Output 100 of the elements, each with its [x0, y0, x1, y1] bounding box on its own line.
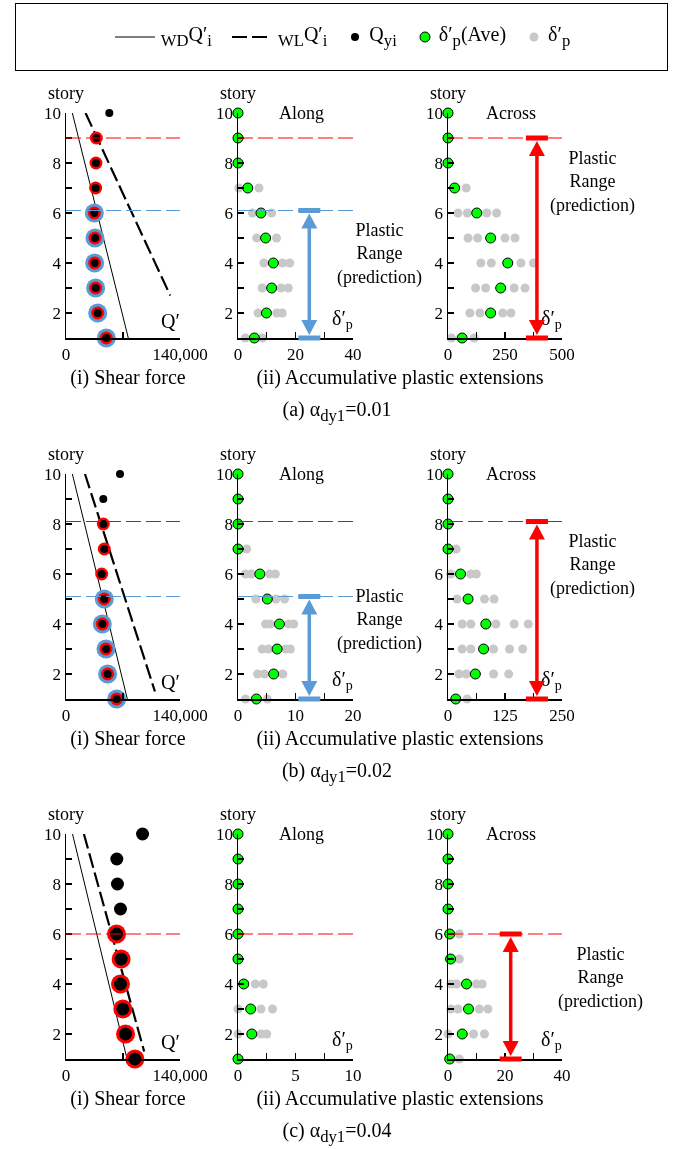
text: (ii) Accumulative plastic extensions [256, 366, 544, 389]
text: (ii) Accumulative plastic extensions [256, 727, 544, 750]
x-tick-label: 125 [492, 705, 518, 725]
y-tick-label: 4 [224, 253, 234, 273]
y-tick-label: 2 [52, 303, 62, 323]
text: (i) Shear force [70, 727, 186, 750]
y-tick-label: 6 [224, 203, 234, 223]
y-axis-title: story [48, 444, 84, 464]
x-tick-label: 20 [287, 344, 304, 364]
x-tick-label: 20 [496, 1065, 514, 1085]
y-tick-label: 6 [434, 564, 444, 584]
y-axis-title: story [48, 804, 84, 824]
y-tick-label: 10 [44, 103, 62, 123]
y-tick-label: 2 [224, 664, 234, 684]
y-tick-label: 2 [434, 664, 444, 684]
x-tick-label: 140,000 [152, 344, 208, 364]
y-tick-label: 4 [52, 253, 62, 273]
y-tick-label: 4 [434, 614, 444, 634]
y-tick-label: 8 [434, 153, 444, 173]
x-tick-label: 5 [291, 1065, 300, 1085]
y-tick-label: 8 [434, 874, 444, 894]
x-tick-label: 10 [287, 705, 304, 725]
y-axis-title: story [430, 83, 466, 103]
chart-title: Across [486, 103, 536, 123]
ref-line-label: Plastic Range (prediction) [558, 944, 643, 1012]
y-tick-label: 8 [52, 514, 62, 534]
x-tick-label: 250 [492, 344, 518, 364]
x-axis-title: δ′$_{p}$ [332, 1028, 353, 1054]
x-tick-label: 500 [549, 344, 575, 364]
x-tick-label: 0 [61, 705, 71, 725]
y-tick-label: 10 [216, 464, 234, 484]
chart-title: Along [279, 464, 324, 484]
text: (a) α$_{dy1}$=0.01 [282, 398, 392, 426]
y-axis-title: story [220, 804, 256, 824]
y-axis-title: story [430, 444, 466, 464]
y-tick-label: 4 [52, 614, 62, 634]
y-tick-label: 6 [52, 203, 62, 223]
x-tick-label: 0 [233, 1065, 243, 1085]
y-tick-label: 6 [224, 564, 234, 584]
legend-label: Plastic Range (prediction) [550, 148, 635, 216]
y-tick-label: 10 [426, 464, 444, 484]
x-tick-label: 40 [553, 1065, 571, 1085]
y-tick-label: 8 [224, 153, 234, 173]
x-axis-title: Q′ [161, 1031, 180, 1053]
legend-label: $_{WL}$Q′$_{i}$ [277, 23, 328, 51]
y-tick-label: 10 [426, 103, 444, 123]
text: (c) α$_{dy1}$=0.04 [282, 1119, 392, 1147]
chart-title: Across [486, 464, 536, 484]
x-tick-label: 40 [344, 344, 362, 364]
x-tick-label: 0 [233, 344, 243, 364]
legend-label: Plastic Range (prediction) [337, 220, 422, 288]
y-tick-label: 10 [216, 103, 234, 123]
text: (ii) Accumulative plastic extensions [256, 1087, 544, 1110]
y-axis-title: story [220, 444, 256, 464]
x-tick-label: 0 [61, 344, 71, 364]
y-tick-label: 2 [224, 303, 234, 323]
y-axis-title: story [430, 804, 466, 824]
x-axis-title: δ′$_{p}$ [332, 307, 353, 333]
y-tick-label: 10 [426, 824, 444, 844]
x-tick-label: 0 [233, 705, 243, 725]
y-tick-label: 2 [52, 1024, 62, 1044]
text: (i) Shear force [70, 366, 186, 389]
x-tick-label: 0 [443, 705, 453, 725]
chart-title: Along [279, 103, 324, 123]
legend-label: Q$_{yi}$ [369, 23, 397, 51]
y-tick-label: 6 [434, 924, 444, 944]
x-tick-label: 0 [443, 1065, 453, 1085]
y-tick-label: 8 [52, 153, 62, 173]
y-tick-label: 10 [216, 824, 234, 844]
y-tick-label: 4 [434, 974, 444, 994]
x-axis-title: Q′ [161, 671, 180, 693]
y-tick-label: 6 [434, 203, 444, 223]
y-tick-label: 8 [52, 874, 62, 894]
y-tick-label: 8 [434, 514, 444, 534]
x-tick-label: 20 [344, 705, 362, 725]
text: (b) α$_{dy1}$=0.02 [281, 759, 393, 787]
x-tick-label: 140,000 [152, 705, 208, 725]
legend-label: δ′$_{p}$ [548, 23, 571, 51]
x-tick-label: 0 [61, 1065, 71, 1085]
x-tick-label: 140,000 [152, 1065, 208, 1085]
y-tick-label: 6 [224, 924, 234, 944]
y-tick-label: 8 [224, 514, 234, 534]
y-tick-label: 4 [224, 614, 234, 634]
x-tick-label: 10 [344, 1065, 362, 1085]
legend-label: Plastic Range (prediction) [337, 586, 422, 654]
x-axis-title: Q′ [161, 310, 180, 332]
chart-title: Along [279, 824, 324, 844]
y-tick-label: 2 [52, 664, 62, 684]
y-tick-label: 4 [224, 974, 234, 994]
y-tick-label: 8 [224, 874, 234, 894]
y-tick-label: 4 [52, 974, 62, 994]
x-axis-title: δ′$_{p}$ [541, 1028, 562, 1054]
y-tick-label: 2 [434, 1024, 444, 1044]
legend-label: δ′$_{p}$(Ave) [438, 23, 507, 51]
y-tick-label: 6 [52, 564, 62, 584]
legend-label: Plastic Range (prediction) [550, 531, 635, 599]
y-axis-title: story [220, 83, 256, 103]
y-tick-label: 6 [52, 924, 62, 944]
text: (i) Shear force [70, 1087, 186, 1110]
y-axis-title: story [48, 83, 84, 103]
